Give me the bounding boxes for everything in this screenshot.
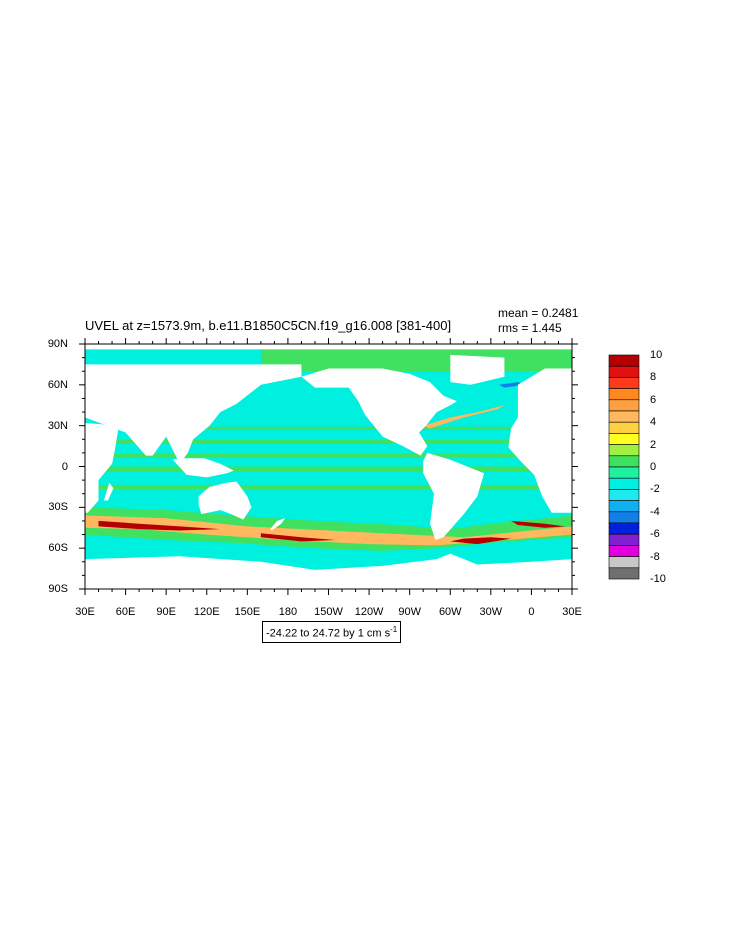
landmass-australia [198, 481, 252, 520]
arctic-band [260, 349, 572, 372]
colorbar-label: -8 [650, 550, 660, 563]
colorbar-swatch [608, 354, 640, 367]
lon-label: 90W [398, 606, 421, 618]
lon-label: 30E [75, 606, 95, 618]
lon-label: 30W [479, 606, 503, 618]
lat-label: 90N [47, 338, 68, 350]
landmass-greenland [450, 354, 505, 385]
lon-label: 150W [314, 606, 343, 618]
acc-jet-indian [98, 520, 221, 531]
landmass-antarctica [85, 553, 572, 589]
colorbar-swatch [608, 511, 640, 524]
colorbar-swatch [608, 556, 640, 569]
colorbar-label: 10 [650, 349, 663, 361]
colorbar-swatch [608, 365, 640, 378]
colorbar-label: 2 [650, 438, 657, 451]
lat-label: 60S [48, 542, 68, 555]
colorbar-label: -6 [650, 528, 660, 541]
colorbar-swatch [608, 466, 640, 479]
lat-label: 0 [61, 460, 68, 473]
colorbar-swatch [608, 489, 640, 501]
lon-label: 90E [156, 606, 176, 618]
colorbar-swatch [608, 421, 640, 434]
landmass-south-america [423, 452, 485, 540]
units-exponent: -1 [390, 625, 398, 634]
north-atlantic-current [423, 405, 505, 429]
lat-label: 90S [48, 583, 68, 595]
acc-jet-drake [450, 537, 512, 545]
lon-label: 30E [562, 606, 582, 618]
colorbar-swatch [608, 545, 640, 557]
colorbar-swatch [608, 388, 640, 401]
colorbar-label: 4 [650, 416, 657, 429]
landmass-europe [517, 368, 572, 418]
colorbar-swatch [608, 444, 640, 457]
acc-band-moderate [85, 515, 572, 546]
colorbar-swatch [608, 567, 640, 580]
colorbar-swatch [608, 410, 640, 423]
colorbar-swatch [608, 500, 640, 513]
plot-title: UVEL at z=1573.9m, b.e11.B1850C5CN.f19_g… [85, 318, 452, 333]
lat-label: 30S [48, 501, 68, 514]
colorbar-label: -2 [650, 483, 660, 496]
colorbar-swatch [608, 377, 640, 389]
colorbar-swatch [608, 522, 640, 535]
lon-label: 60W [438, 606, 462, 618]
lon-label: 60E [115, 606, 136, 618]
lon-label: 120W [354, 606, 384, 618]
colorbar-label: 0 [650, 461, 657, 473]
colorbar-label: -4 [650, 505, 660, 518]
colorbar-swatch [608, 433, 640, 445]
tropical-band-1 [98, 453, 572, 458]
tropical-band-3 [98, 484, 572, 489]
landmass-africa [85, 422, 119, 513]
landmass-eurasia [85, 364, 302, 464]
tropical-band-4 [98, 426, 572, 430]
colorbar-label: -10 [650, 573, 666, 585]
tropical-band-2 [98, 440, 572, 444]
lat-label: 30N [47, 419, 68, 432]
landmass-africa-west [508, 417, 572, 513]
colorbar-label: 8 [650, 371, 657, 384]
mean-value: mean = 0.2481 [498, 306, 579, 320]
labrador-westward [498, 382, 525, 388]
landmass-indonesia [172, 458, 234, 478]
landmass-north-america [301, 368, 457, 456]
lon-label: 0 [528, 606, 535, 618]
lon-label: 180 [278, 606, 298, 618]
acc-jet-atlantic [511, 520, 566, 528]
lat-label: 60N [47, 378, 68, 391]
colorbar-swatch [608, 477, 640, 490]
contour-range-note: -24.22 to 24.72 by 1 cm s-1 [262, 621, 402, 643]
rms-value: rms = 1.445 [498, 321, 562, 335]
colorbar-swatch [608, 533, 640, 546]
contour-range-text: -24.22 to 24.72 by 1 cm s [266, 627, 391, 640]
lon-label: 120E [193, 606, 220, 618]
acc-jet-pacific [260, 533, 336, 542]
colorbar-swatch [608, 455, 640, 468]
lon-label: 150E [234, 606, 261, 618]
colorbar-swatch [608, 399, 640, 412]
landmass-new-zealand [270, 518, 286, 531]
tropical-band-0 [98, 466, 572, 472]
colorbar-label: 6 [650, 393, 657, 406]
landmass-arctic-top [85, 344, 572, 350]
landmass-madagascar [103, 482, 114, 501]
